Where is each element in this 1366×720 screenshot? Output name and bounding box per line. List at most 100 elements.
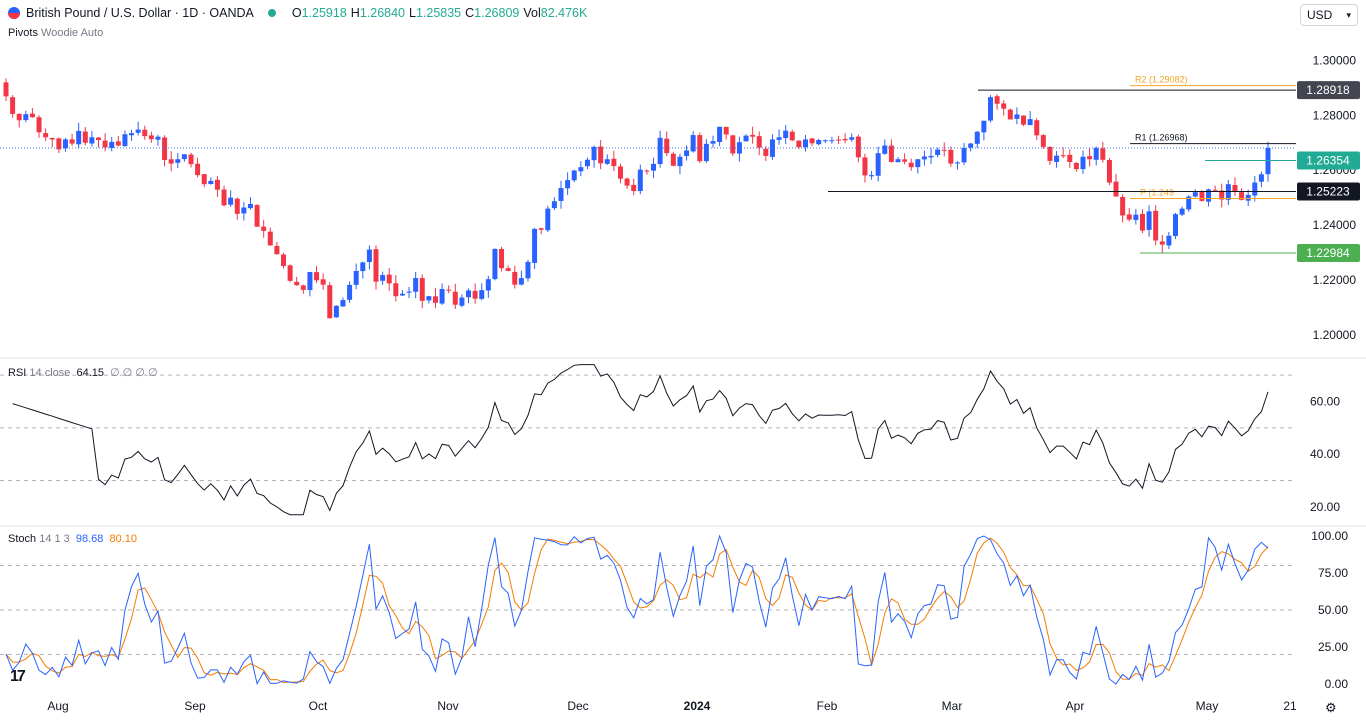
candle-body <box>895 159 901 163</box>
candle-body <box>631 184 637 192</box>
candle-body <box>485 279 491 291</box>
pivots-params: Woodie Auto <box>41 27 104 39</box>
candle-body <box>558 188 564 201</box>
candle-body <box>23 114 29 121</box>
candle-body <box>769 139 775 157</box>
stoch-d-line <box>5 537 1269 684</box>
candle-body <box>611 158 617 167</box>
open-value: 1.25918 <box>301 6 347 20</box>
candle-body <box>109 141 115 148</box>
pivot-p-label: P (1.249 <box>1140 187 1174 197</box>
pivots-legend[interactable]: Pivots Woodie Auto <box>8 27 103 39</box>
rsi-axis-tick: 20.00 <box>1310 500 1340 514</box>
candle-body <box>10 97 16 114</box>
price-label-bg <box>1297 81 1360 100</box>
time-axis-tick: Aug <box>47 699 68 713</box>
price-label-bg <box>1297 243 1360 262</box>
candle-body <box>684 150 690 157</box>
candle-body <box>1054 155 1060 162</box>
time-axis-tick: Sep <box>184 699 206 713</box>
candle-body <box>584 159 590 167</box>
candle-body <box>373 249 379 282</box>
candle-body <box>532 228 538 263</box>
candle-body <box>776 137 782 140</box>
candle-body <box>862 157 868 176</box>
time-axis-tick: 21 <box>1283 699 1297 713</box>
candle-body <box>670 153 676 166</box>
price-label-bg <box>1297 151 1360 170</box>
candle-body <box>1027 119 1033 126</box>
candle-body <box>274 245 280 255</box>
candle-body <box>954 162 960 164</box>
candle-body <box>333 305 339 318</box>
rsi-params: 14 close <box>29 367 71 379</box>
candle-body <box>644 170 650 172</box>
candle-body <box>1060 155 1066 157</box>
candle-body <box>981 120 987 133</box>
candle-body <box>432 296 438 303</box>
candle-body <box>3 82 9 97</box>
candle-body <box>320 279 326 285</box>
candle-body <box>261 226 267 231</box>
currency-selector[interactable]: USD ▾ <box>1300 4 1358 26</box>
candle-body <box>796 140 802 148</box>
pivot-r2-label: R2 (1.29082) <box>1135 75 1188 85</box>
candle-body <box>902 159 908 162</box>
candle-body <box>300 285 306 290</box>
price-label: 1.22984 <box>1306 246 1350 260</box>
candle-body <box>62 139 68 149</box>
time-axis-tick: Oct <box>309 699 328 713</box>
candle-body <box>1146 211 1152 230</box>
price-label: 1.26354 <box>1306 153 1350 167</box>
candle-body <box>1166 235 1172 246</box>
candle-body <box>426 296 432 301</box>
stoch-legend[interactable]: Stoch 14 1 3 98.68 80.10 <box>8 533 137 545</box>
candle-body <box>162 137 168 161</box>
rsi-line <box>12 364 1269 516</box>
time-axis-tick: May <box>1196 699 1219 713</box>
candle-body <box>380 275 386 281</box>
pivots-name: Pivots <box>8 27 38 39</box>
candle-body <box>327 285 333 319</box>
candle-body <box>1080 156 1086 170</box>
candle-body <box>214 179 220 190</box>
candle-body <box>1265 147 1271 175</box>
candle-body <box>499 249 505 269</box>
candle-body <box>307 272 313 291</box>
open-label: O <box>291 6 302 20</box>
price-axis-tick: 1.20000 <box>1313 328 1357 342</box>
candle-body <box>948 149 954 164</box>
candle-body <box>1073 163 1079 170</box>
candle-body <box>1047 146 1053 161</box>
candle-body <box>234 198 240 214</box>
rsi-legend[interactable]: RSI 14 close 64.15 ∅ ∅ ∅ ∅ <box>8 366 158 379</box>
candle-body <box>1219 190 1225 200</box>
candle-body <box>366 249 372 263</box>
low-label: L <box>409 6 416 20</box>
candle-body <box>941 149 947 151</box>
candle-body <box>129 133 135 136</box>
stoch-axis-tick: 25.00 <box>1318 640 1348 654</box>
candle-body <box>869 175 875 177</box>
time-axis-tick: Feb <box>817 699 838 713</box>
candle-body <box>538 228 544 230</box>
candle-body <box>347 284 353 300</box>
stoch-axis-tick: 75.00 <box>1318 566 1348 580</box>
candle-body <box>710 141 716 144</box>
symbol-title[interactable]: British Pound / U.S. Dollar · 1D · OANDA <box>26 6 254 20</box>
gear-icon[interactable]: ⚙ <box>1325 700 1337 715</box>
candle-body <box>247 203 253 209</box>
candle-body <box>1153 210 1159 241</box>
candle-body <box>921 156 927 160</box>
candle-body <box>135 129 141 133</box>
candle-body <box>849 137 855 140</box>
candle-body <box>294 281 300 286</box>
candle-body <box>1007 109 1013 120</box>
candle-body <box>1212 189 1218 191</box>
chevron-down-icon: ▾ <box>1346 9 1351 20</box>
candle-body <box>1106 160 1112 183</box>
candle-body <box>386 274 392 284</box>
stoch-axis-tick: 50.00 <box>1318 603 1348 617</box>
candle-body <box>578 167 584 172</box>
